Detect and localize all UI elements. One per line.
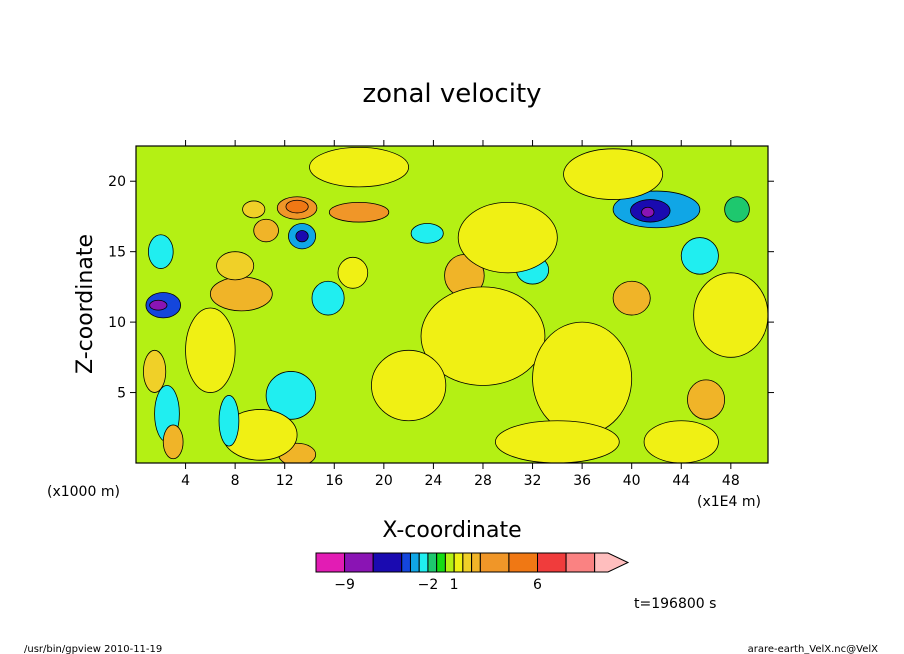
x-tick-label: 40 <box>623 473 641 489</box>
contour-region-39 <box>147 234 174 269</box>
x-tick-label: 28 <box>474 473 492 489</box>
contour-region-20 <box>687 379 726 420</box>
colorbar-box <box>344 552 374 573</box>
contour-region-27 <box>693 272 768 358</box>
contour-region-16 <box>410 223 444 244</box>
contour-region-26 <box>371 349 447 422</box>
contour-region-22 <box>337 256 369 289</box>
contour-region-35 <box>218 394 240 447</box>
colorbar-box <box>436 552 446 573</box>
contour-region-30 <box>185 307 236 393</box>
contour-region-1 <box>149 299 168 311</box>
contour-region-40 <box>242 200 266 219</box>
colorbar-label: 6 <box>533 577 542 593</box>
x-axis: 4 8 12 16 20 24 28 32 36 40 44 48 <box>181 140 740 489</box>
x-axis-label: X-coordinate <box>382 518 521 543</box>
x-tick-label: 44 <box>672 473 690 489</box>
contour-region-6 <box>295 230 309 243</box>
colorbar-box <box>418 552 429 573</box>
colorbar-arrow <box>594 552 630 573</box>
contour-region-36 <box>143 349 167 393</box>
colorbar-box <box>315 552 346 573</box>
colorbar-label: 1 <box>450 577 459 593</box>
contour-region-37 <box>162 424 184 460</box>
chart-title: zonal velocity <box>362 79 541 109</box>
x-tick-label: 4 <box>181 473 190 489</box>
contour-region-9 <box>216 251 255 281</box>
colorbar-box <box>453 552 464 573</box>
colorbar-box <box>401 552 411 573</box>
y-axis: 5 10 15 20 <box>108 174 774 402</box>
x-tick-label: 36 <box>573 473 591 489</box>
contour-regions <box>143 147 768 463</box>
contour-region-25 <box>532 321 633 436</box>
contour-region-7 <box>253 218 279 243</box>
plot-area <box>136 146 768 463</box>
x-tick-label: 48 <box>722 473 740 489</box>
colorbar-box <box>409 552 420 573</box>
footer-right: arare-earth_VelX.nc@VelX <box>748 644 879 654</box>
colorbar-box <box>462 552 473 573</box>
contour-region-13 <box>680 237 719 275</box>
colorbar-box <box>536 552 567 573</box>
x-unit-left: (x1000 m) <box>47 484 120 500</box>
contour-region-3 <box>285 199 309 214</box>
y-tick-label: 15 <box>108 245 126 261</box>
contour-region-4 <box>328 201 390 223</box>
contour-region-28 <box>563 148 664 200</box>
x-tick-label: 24 <box>424 473 442 489</box>
colorbar-label: −2 <box>418 577 439 593</box>
plot-frame <box>135 145 769 464</box>
colorbar-box <box>565 552 596 573</box>
contour-region-38 <box>724 196 750 223</box>
colorbar-box <box>471 552 481 573</box>
y-tick-label: 5 <box>117 386 126 402</box>
colorbar-box <box>444 552 455 573</box>
y-tick-label: 20 <box>108 174 126 190</box>
contour-region-8 <box>209 276 273 312</box>
colorbar-label: −9 <box>334 577 355 593</box>
contour-region-31 <box>494 420 620 463</box>
colorbar: −9 −2 1 6 <box>315 552 630 593</box>
time-label: t=196800 s <box>634 596 716 612</box>
colorbar-box <box>427 552 438 573</box>
contour-region-14 <box>265 371 317 420</box>
y-axis-label: Z-coordinate <box>73 234 98 374</box>
contour-region-12 <box>641 206 655 218</box>
contour-region-24 <box>420 286 546 386</box>
y-tick-label: 10 <box>108 315 126 331</box>
colorbar-box <box>479 552 510 573</box>
contour-region-15 <box>311 280 345 316</box>
x-tick-label: 12 <box>276 473 294 489</box>
x-tick-label: 20 <box>375 473 393 489</box>
contour-region-33 <box>643 420 719 463</box>
x-tick-label: 32 <box>524 473 542 489</box>
contour-region-29 <box>309 147 410 188</box>
contour-region-19 <box>612 280 651 316</box>
x-unit-right: (x1E4 m) <box>697 494 761 510</box>
x-tick-label: 8 <box>231 473 240 489</box>
footer-left: /usr/bin/gpview 2010-11-19 <box>24 644 162 654</box>
colorbar-box <box>372 552 403 573</box>
colorbar-box <box>508 552 538 573</box>
contour-region-23 <box>457 201 558 274</box>
x-tick-label: 16 <box>325 473 343 489</box>
